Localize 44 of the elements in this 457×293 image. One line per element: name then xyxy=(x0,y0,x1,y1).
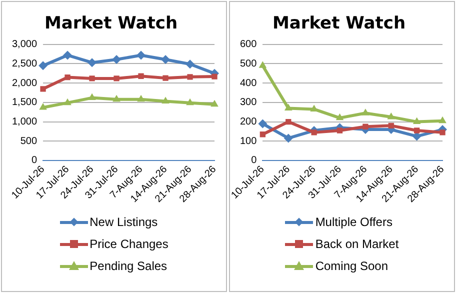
point xyxy=(88,93,96,100)
point xyxy=(186,98,194,106)
y-tick-label: 0 xyxy=(31,155,38,166)
y-tick-label: 1,000 xyxy=(12,116,38,128)
y-tick-label: 400 xyxy=(240,78,258,89)
point xyxy=(38,61,48,70)
point xyxy=(89,76,95,82)
point xyxy=(64,74,70,80)
y-tick-label: 500 xyxy=(20,136,38,147)
y-tick-label: 100 xyxy=(240,136,258,147)
point xyxy=(136,50,146,60)
y-tick-label: 300 xyxy=(240,97,258,108)
point xyxy=(212,74,218,80)
point xyxy=(114,76,120,82)
point xyxy=(112,94,120,102)
legend-label: Coming Soon xyxy=(315,258,388,274)
point xyxy=(137,94,145,102)
point xyxy=(63,50,72,60)
legend-label: New Listings xyxy=(90,214,158,230)
point xyxy=(186,60,195,69)
point xyxy=(161,54,170,64)
legend-label: Price Changes xyxy=(90,236,168,252)
y-tick-label: 500 xyxy=(240,58,258,70)
y-tick-label: 200 xyxy=(240,116,258,128)
point xyxy=(64,98,72,106)
y-tick-label: 3,000 xyxy=(12,39,38,50)
point xyxy=(138,73,144,79)
chart-title: Market Watch xyxy=(272,14,406,34)
point xyxy=(40,86,46,92)
point xyxy=(162,96,170,104)
point xyxy=(39,102,47,110)
legend-label: Back on Market xyxy=(315,236,399,252)
point xyxy=(187,74,193,80)
y-tick-label: 1,500 xyxy=(12,97,38,108)
point xyxy=(210,100,218,107)
chart-title: Market Watch xyxy=(44,14,178,34)
legend-label: Multiple Offers xyxy=(315,214,392,230)
point xyxy=(112,54,122,64)
legend-label: Pending Sales xyxy=(90,258,168,274)
y-tick-label: 0 xyxy=(251,155,258,166)
y-tick-label: 2,500 xyxy=(12,58,38,70)
y-tick-label: 600 xyxy=(240,39,258,50)
point xyxy=(162,75,168,81)
y-tick-label: 2,000 xyxy=(12,78,38,89)
